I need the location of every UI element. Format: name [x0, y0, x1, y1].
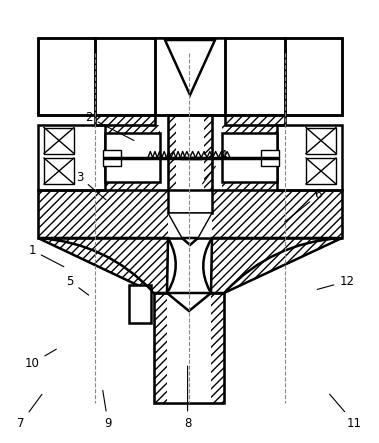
Bar [44, 158, 74, 184]
Text: 4: 4 [202, 148, 227, 184]
Bar [38, 190, 342, 238]
Bar [225, 115, 285, 125]
Bar [95, 115, 155, 125]
Bar [222, 133, 277, 182]
Polygon shape [211, 238, 342, 293]
Bar [168, 115, 212, 213]
Bar [129, 285, 151, 323]
Text: 10: 10 [25, 349, 56, 370]
Bar [38, 125, 105, 190]
Bar [285, 38, 342, 115]
Bar [95, 38, 155, 115]
Bar [176, 115, 204, 213]
Bar [38, 190, 342, 238]
Bar [156, 39, 224, 114]
Polygon shape [182, 238, 198, 245]
Text: 6: 6 [285, 188, 322, 222]
Text: 2: 2 [85, 111, 134, 140]
Bar [168, 190, 212, 238]
Bar [225, 115, 285, 125]
Bar [167, 293, 211, 403]
Bar [105, 125, 160, 190]
Polygon shape [167, 293, 211, 311]
Text: 1: 1 [28, 244, 64, 267]
Polygon shape [165, 40, 215, 95]
Bar [154, 293, 224, 403]
Bar [154, 293, 224, 403]
Bar [306, 158, 336, 184]
Bar [38, 38, 342, 115]
Bar [277, 125, 342, 190]
Bar [261, 149, 279, 166]
Text: 3: 3 [76, 171, 106, 200]
Bar [168, 115, 212, 213]
Bar [103, 149, 121, 166]
Text: 8: 8 [184, 366, 191, 430]
Bar [38, 38, 342, 115]
Polygon shape [168, 213, 212, 238]
Text: 12: 12 [317, 275, 354, 289]
Bar [225, 38, 285, 115]
Text: 9: 9 [103, 390, 112, 430]
Bar [38, 125, 105, 190]
Bar [155, 38, 225, 115]
Bar [306, 128, 336, 154]
Text: 5: 5 [66, 275, 89, 295]
Text: 7: 7 [17, 394, 42, 430]
Polygon shape [38, 238, 168, 293]
Bar [95, 115, 155, 125]
Text: 11: 11 [330, 394, 362, 430]
Bar [38, 38, 95, 115]
Bar [44, 128, 74, 154]
Bar [105, 133, 160, 182]
Bar [277, 125, 342, 190]
Bar [222, 125, 277, 190]
